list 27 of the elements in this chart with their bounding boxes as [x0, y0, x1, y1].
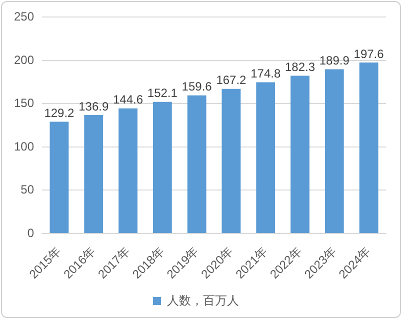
data-label: 174.8: [250, 66, 281, 81]
bar: [359, 62, 378, 233]
y-tick-label: 0: [27, 226, 34, 240]
y-tick-label: 250: [14, 10, 34, 24]
bar: [290, 76, 310, 233]
data-label: 182.3: [284, 60, 316, 74]
bar: [187, 95, 206, 233]
y-tick-label: 200: [14, 52, 34, 67]
bar: [84, 115, 104, 233]
bar: [50, 122, 69, 233]
y-tick-label: 150: [14, 96, 34, 110]
bar: [222, 88, 241, 233]
bar: [152, 102, 172, 233]
data-label: 189.9: [319, 54, 350, 68]
data-label: 129.2: [44, 106, 75, 120]
bar: [256, 82, 276, 233]
legend-label: 人数，百万人: [167, 293, 239, 308]
y-tick-label: 50: [20, 182, 34, 197]
data-label: 136.9: [78, 99, 109, 114]
data-label: 167.2: [216, 73, 247, 88]
data-label: 144.6: [113, 92, 144, 107]
bar: [324, 69, 344, 233]
bar: [118, 108, 138, 233]
data-label: 152.1: [147, 86, 178, 100]
y-tick-label: 100: [14, 139, 34, 154]
data-label: 159.6: [182, 80, 212, 94]
data-label: 197.6: [354, 46, 384, 61]
